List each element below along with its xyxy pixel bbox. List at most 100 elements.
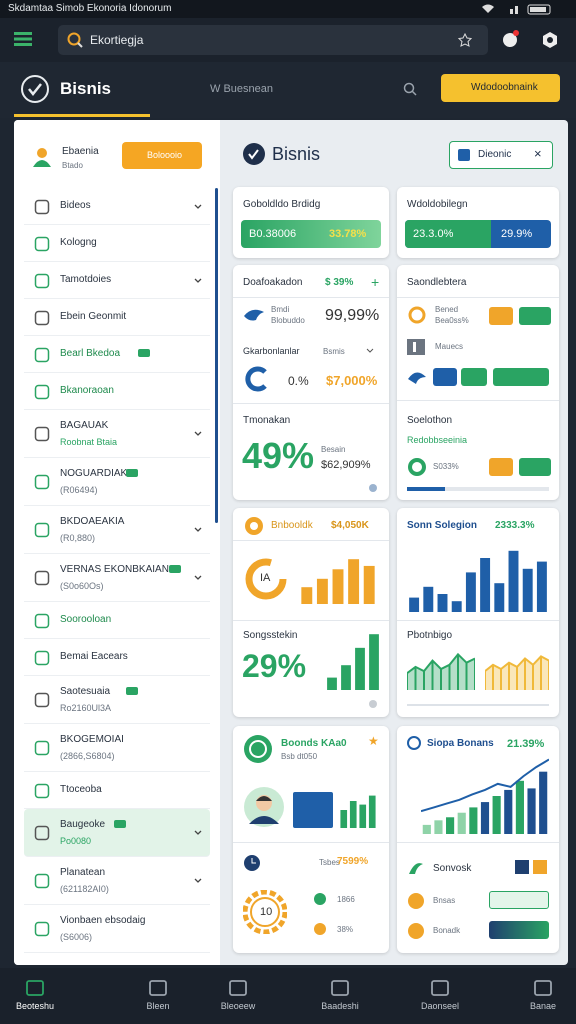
button[interactable] [489,921,549,939]
nav-item[interactable]: BAGAUAK Roobnat Btaia [24,410,210,458]
bar [508,550,519,612]
nav-item[interactable]: Ebein Geonmit [24,299,210,336]
nav-item[interactable]: Kologng [24,225,210,262]
bar [316,578,328,604]
nav-item[interactable]: BKOGEMOIAI (2866,S6804) [24,724,210,772]
dot [369,484,377,492]
nav-item[interactable]: VERNAS EKONBKAIAN (S0o60Os) [24,554,210,602]
search-icon-2[interactable] [403,82,417,96]
chip-close[interactable]: × [534,146,542,161]
nav-tab[interactable]: Beoteshu [0,968,75,1024]
search-icon [67,32,83,48]
chevron[interactable] [194,431,202,437]
item-icon [34,783,50,798]
bar [301,587,313,604]
chevron[interactable] [194,278,202,284]
button[interactable] [489,307,513,325]
progress-fill [407,487,445,491]
item-icon [34,650,50,665]
area-chart [485,655,549,690]
item-label: Vionbaen ebsodaig [60,915,146,926]
divider [233,297,389,298]
bar-chart [327,634,379,690]
item-label: Soorooloan [60,614,112,625]
bar [536,561,547,612]
button[interactable] [489,891,549,909]
chevron[interactable] [194,830,202,836]
bar [437,594,448,612]
card: Bnbooldk $4,050K IA Songsstekin 29% [233,508,389,717]
add-icon[interactable]: + [371,274,380,290]
nav-item[interactable]: Ttoceoba [24,772,210,809]
chevron[interactable] [194,204,202,210]
nav-item[interactable]: Tamotdoies [24,262,210,299]
nav-item[interactable]: Planatean (621182AI0) [24,857,210,905]
card: Saondlebtera Bened Bea0ss% Mauecs Soelot… [397,265,559,500]
badge [138,349,151,357]
star[interactable]: ★ [368,734,379,748]
button[interactable] [461,368,487,386]
nav-item[interactable]: Bemai Eacears [24,639,210,676]
nav-item[interactable]: NOGUARDIAK (R06494) [24,458,210,506]
star-icon[interactable] [458,33,472,47]
chevron[interactable] [194,878,202,884]
item-icon [34,825,50,841]
button[interactable] [519,307,551,325]
row-title: Bmdi [271,305,290,314]
blue-icon [408,372,426,384]
dot-icon [314,923,326,935]
bird-icon [244,309,264,321]
tag: Tsbes [319,858,340,867]
item-icon [34,740,50,756]
divider [233,540,389,541]
item-label: BAGAUAK [60,420,109,431]
button[interactable] [489,458,513,476]
nav-item[interactable]: Bearl Bkedoa [24,336,210,373]
chip[interactable]: Dieonic × [449,141,553,169]
header-button[interactable]: Wdodoobnaink [441,74,560,102]
item-icon [34,426,50,442]
tab-icon [431,980,449,996]
line-chart [421,758,549,813]
row-sub: Blobuddo [271,316,305,325]
chevron[interactable] [366,348,374,354]
bar [348,559,360,604]
button[interactable] [493,368,549,386]
chevron[interactable] [194,527,202,533]
card-title: Doafoakadon [243,277,303,288]
nav-tab[interactable]: Bleoeew [198,968,278,1024]
chevron[interactable] [194,575,202,581]
nav-item[interactable]: Baugeoke Po0080 [24,809,210,857]
nav-item[interactable]: Saotesuaia Ro2160Ul3A [24,676,210,724]
profile-button[interactable]: Boloooio [122,142,202,169]
menu-icon[interactable] [14,32,32,46]
row-tag: Bsmis [323,347,345,356]
search-box[interactable]: Ekortiegja [58,25,488,55]
status-icons [482,4,551,15]
nav-item[interactable]: BKDOAEAKIA (R0,880) [24,506,210,554]
bar [527,788,536,834]
pill-right: 33.78% [329,228,367,240]
nav-item[interactable]: Bkanoraoan [24,373,210,410]
nav-tab[interactable]: Daonseel [400,968,480,1024]
nav-tab[interactable]: Banae [503,968,576,1024]
tab-label: Bleen [146,1001,170,1011]
row-label: Bonadk [433,926,461,935]
nav-tab[interactable]: Baadeshi [300,968,380,1024]
nav-item[interactable]: Bideos [24,188,210,225]
button[interactable] [519,458,551,476]
nav-tab[interactable]: Bleen [118,968,198,1024]
nav-item[interactable]: Vionbaen ebsodaig (S6006) [24,905,210,953]
button[interactable] [433,368,457,386]
bar [480,802,490,834]
action-icons[interactable] [500,30,560,50]
header-title: Bisnis [60,79,112,98]
divider [397,297,559,298]
item-sub: (S0o60Os) [60,581,104,591]
card-value: $4,050K [331,520,369,531]
card-title: Goboldldo Brdidg [243,199,321,210]
bottom-nav: Beoteshu Bleen Bleoeew Baadeshi Daonseel Bana… [0,968,576,1024]
card-title: Sonn Solegion [407,520,477,531]
donut [245,558,287,600]
nav-item[interactable]: Soorooloan [24,602,210,639]
